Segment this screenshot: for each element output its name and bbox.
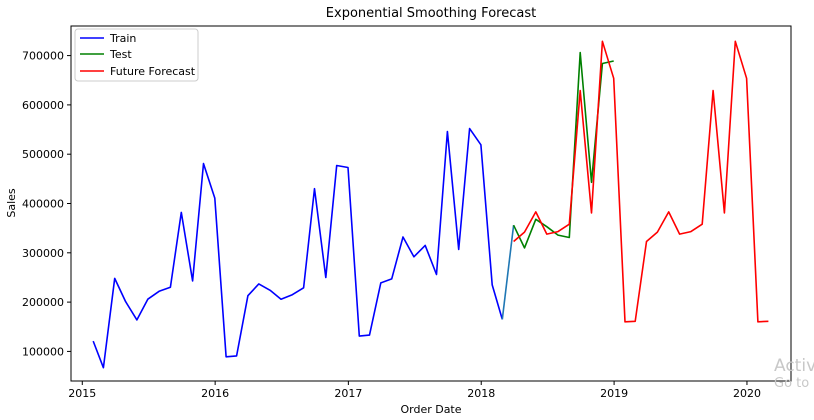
y-axis: 100000 200000 300000 400000 500000 600000 7000… (22, 50, 71, 358)
series-line-test (512, 51, 614, 249)
x-tick-label: 2015 (68, 387, 96, 400)
legend-label-test: Test (109, 48, 132, 61)
legend: Train Test Future Forecast (74, 28, 199, 82)
x-tick-label: 2019 (600, 387, 628, 400)
y-tick-label: 500000 (22, 148, 64, 161)
x-axis: 2015 2016 2017 2018 2019 2020 (68, 381, 761, 400)
series-line-connector-1 (501, 225, 515, 320)
chart-title: Exponential Smoothing Forecast (326, 6, 536, 21)
legend-label-train: Train (109, 32, 136, 45)
watermark-line-1: Activ (774, 356, 814, 376)
x-tick-label: 2020 (733, 387, 761, 400)
x-tick-label: 2018 (467, 387, 495, 400)
series-line-train (92, 127, 504, 369)
series-line-future-forecast (513, 40, 769, 323)
legend-label-forecast: Future Forecast (110, 65, 196, 78)
x-axis-label: Order Date (400, 403, 461, 416)
x-tick-label: 2016 (201, 387, 229, 400)
y-axis-label: Sales (5, 188, 18, 218)
plot-lines (92, 40, 769, 369)
y-tick-label: 700000 (22, 50, 64, 63)
x-tick-label: 2017 (334, 387, 362, 400)
y-tick-label: 300000 (22, 247, 64, 260)
y-tick-label: 200000 (22, 296, 64, 309)
y-tick-label: 400000 (22, 198, 64, 211)
legend-box (74, 28, 199, 82)
y-tick-label: 100000 (22, 345, 64, 358)
activation-watermark: Activ Go to (774, 356, 814, 391)
watermark-line-2: Go to (774, 375, 810, 391)
y-tick-label: 600000 (22, 99, 64, 112)
